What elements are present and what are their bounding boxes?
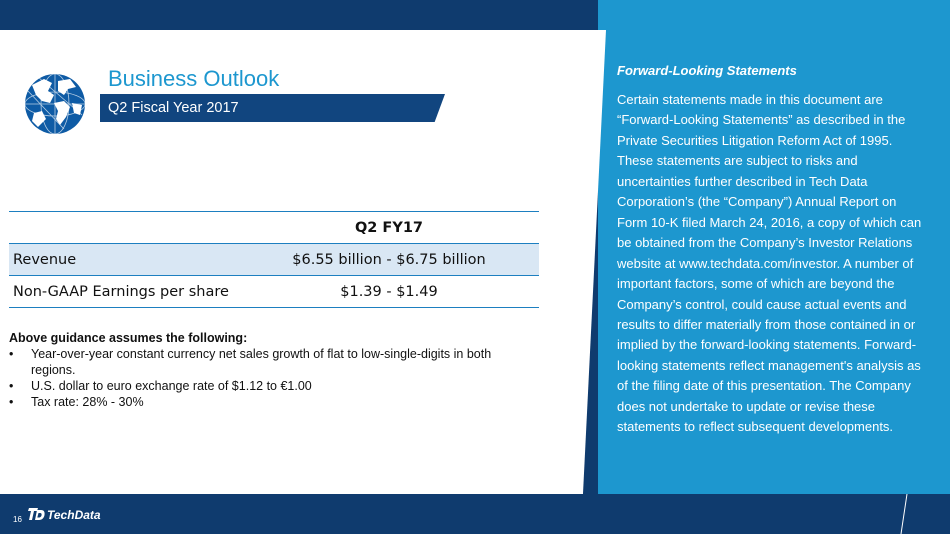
list-item: U.S. dollar to euro exchange rate of $1.… bbox=[9, 378, 509, 394]
table-row-label: Non-GAAP Earnings per share bbox=[9, 275, 239, 308]
forward-looking-title: Forward-Looking Statements bbox=[617, 63, 797, 78]
globe-icon bbox=[25, 74, 85, 134]
footer-band bbox=[0, 494, 950, 534]
assumptions-list: Year-over-year constant currency net sal… bbox=[9, 346, 509, 410]
table-row-value: $6.55 billion - $6.75 billion bbox=[239, 243, 539, 276]
forward-looking-body: Certain statements made in this document… bbox=[617, 92, 922, 435]
guidance-table: Q2 FY17 Revenue $6.55 billion - $6.75 bi… bbox=[9, 211, 539, 308]
page-number: 16 bbox=[13, 515, 22, 524]
techdata-logo-icon: TechData bbox=[28, 508, 101, 522]
list-item: Year-over-year constant currency net sal… bbox=[9, 346, 509, 378]
table-header-row: Q2 FY17 bbox=[9, 211, 539, 244]
subtitle-bar bbox=[100, 94, 445, 122]
table-row-revenue: Revenue $6.55 billion - $6.75 billion bbox=[9, 243, 539, 276]
assumptions-block: Above guidance assumes the following: Ye… bbox=[9, 330, 509, 410]
slide-subtitle: Q2 Fiscal Year 2017 bbox=[108, 100, 239, 116]
table-header-period: Q2 FY17 bbox=[239, 211, 539, 244]
list-item: Tax rate: 28% - 30% bbox=[9, 394, 509, 410]
assumptions-heading: Above guidance assumes the following: bbox=[9, 331, 248, 345]
table-row-eps: Non-GAAP Earnings per share $1.39 - $1.4… bbox=[9, 275, 539, 308]
footer-divider bbox=[900, 494, 908, 534]
forward-looking-panel bbox=[598, 0, 950, 534]
table-row-label: Revenue bbox=[9, 243, 239, 276]
svg-text:TechData: TechData bbox=[47, 508, 101, 522]
slide-title: Business Outlook bbox=[108, 66, 280, 91]
table-row-value: $1.39 - $1.49 bbox=[239, 275, 539, 308]
table-header-blank bbox=[9, 211, 239, 244]
